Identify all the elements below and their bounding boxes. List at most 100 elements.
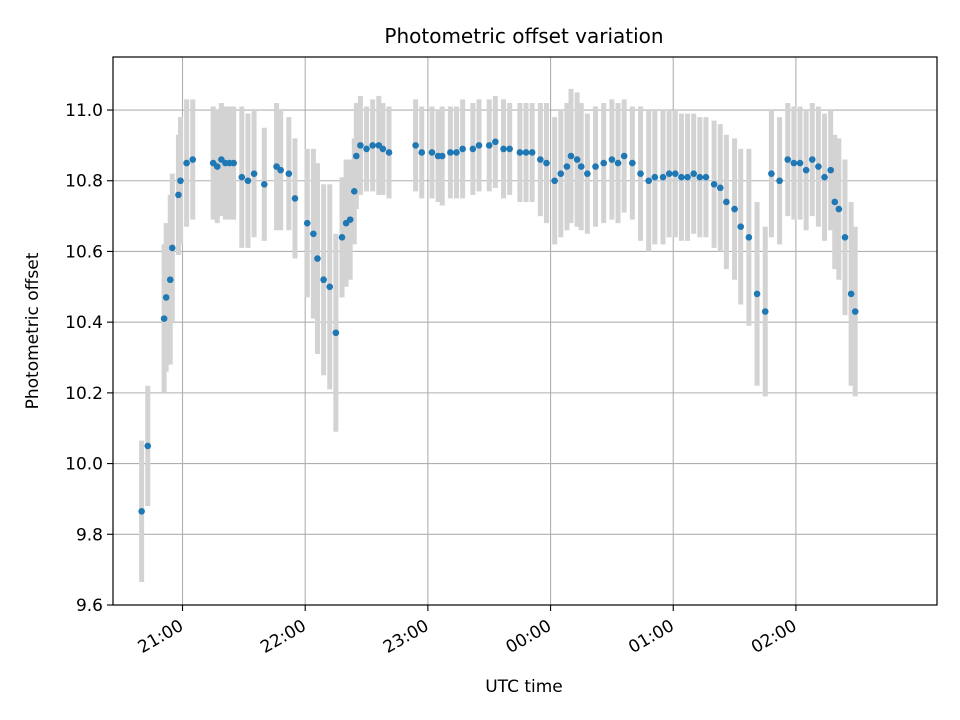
- data-point: [665, 170, 673, 177]
- y-tick-label: 10.0: [65, 455, 103, 475]
- data-point: [731, 205, 738, 213]
- data-point: [277, 166, 284, 174]
- data-point: [338, 234, 346, 241]
- data-point: [314, 255, 321, 262]
- data-point: [847, 290, 855, 298]
- data-point: [710, 180, 718, 188]
- y-tick-label: 10.4: [65, 313, 103, 333]
- data-point: [357, 142, 364, 149]
- data-point: [177, 177, 184, 185]
- y-tick-label: 10.8: [65, 172, 103, 192]
- data-point: [183, 159, 190, 167]
- data-point: [230, 159, 237, 167]
- data-point: [841, 234, 849, 241]
- data-point: [592, 163, 599, 170]
- data-point: [213, 163, 221, 170]
- data-point: [684, 173, 691, 181]
- data-point: [492, 138, 499, 146]
- data-point: [608, 156, 616, 163]
- data-point: [600, 159, 608, 167]
- data-point: [790, 159, 798, 167]
- data-point: [659, 173, 667, 181]
- data-point: [577, 163, 585, 170]
- data-point: [428, 149, 436, 156]
- y-tick-label: 10.2: [65, 384, 103, 404]
- data-point: [827, 166, 834, 174]
- data-point: [291, 195, 299, 202]
- data-point: [506, 145, 513, 153]
- data-point: [168, 244, 176, 252]
- data-point: [702, 173, 710, 181]
- data-point: [144, 442, 152, 450]
- data-point: [516, 149, 524, 156]
- data-point: [175, 191, 182, 199]
- data-point: [584, 170, 591, 177]
- data-point: [285, 170, 293, 177]
- data-point: [637, 170, 644, 177]
- y-tick-label: 10.6: [65, 242, 103, 262]
- data-point: [310, 230, 317, 238]
- data-point: [671, 170, 679, 177]
- data-point: [162, 294, 170, 301]
- data-point: [716, 184, 724, 192]
- data-point: [369, 142, 376, 149]
- y-tick-label: 9.6: [76, 596, 103, 616]
- plot-frame: [112, 56, 938, 606]
- data-point: [320, 276, 327, 284]
- data-point: [379, 145, 387, 153]
- data-point: [160, 315, 168, 322]
- x-axis-label: UTC time: [485, 677, 563, 697]
- point-layer: [138, 138, 859, 515]
- data-point: [563, 163, 571, 170]
- data-point: [768, 170, 775, 177]
- data-point: [815, 163, 822, 170]
- data-point: [353, 152, 360, 160]
- data-point: [573, 156, 581, 163]
- data-point: [821, 173, 828, 181]
- data-point: [761, 308, 769, 315]
- data-point: [696, 173, 704, 181]
- data-point: [244, 177, 252, 185]
- y-tick-label: 11.0: [65, 101, 103, 121]
- data-point: [620, 152, 628, 160]
- data-point: [522, 149, 530, 156]
- data-point: [753, 290, 761, 298]
- data-point: [808, 156, 816, 163]
- data-point: [802, 166, 810, 174]
- data-point: [363, 145, 370, 153]
- data-point: [459, 145, 466, 153]
- y-tick-label: 9.8: [76, 525, 103, 545]
- data-point: [651, 173, 659, 181]
- data-point: [138, 508, 145, 515]
- data-point: [261, 180, 268, 188]
- data-point: [500, 145, 507, 153]
- data-point: [475, 142, 483, 149]
- data-point: [326, 283, 334, 291]
- data-point: [690, 170, 697, 177]
- data-point: [614, 159, 622, 167]
- y-axis-label: Photometric offset: [23, 252, 43, 409]
- data-point: [543, 159, 550, 167]
- data-point: [745, 234, 753, 241]
- data-point: [567, 152, 575, 160]
- data-point: [784, 156, 792, 163]
- data-point: [528, 149, 536, 156]
- data-point: [645, 177, 653, 185]
- data-point: [537, 156, 544, 163]
- data-point: [551, 177, 558, 185]
- data-point: [238, 173, 246, 181]
- data-point: [189, 156, 197, 163]
- data-point: [851, 308, 859, 315]
- data-point: [447, 149, 454, 156]
- data-point: [485, 142, 493, 149]
- data-point: [629, 159, 636, 167]
- data-point: [385, 149, 393, 156]
- data-point: [737, 223, 745, 231]
- data-point: [350, 188, 358, 195]
- data-point: [346, 216, 354, 223]
- data-point: [831, 198, 839, 206]
- chart-title: Photometric offset variation: [384, 24, 663, 48]
- data-point: [250, 170, 258, 177]
- data-point: [166, 276, 174, 284]
